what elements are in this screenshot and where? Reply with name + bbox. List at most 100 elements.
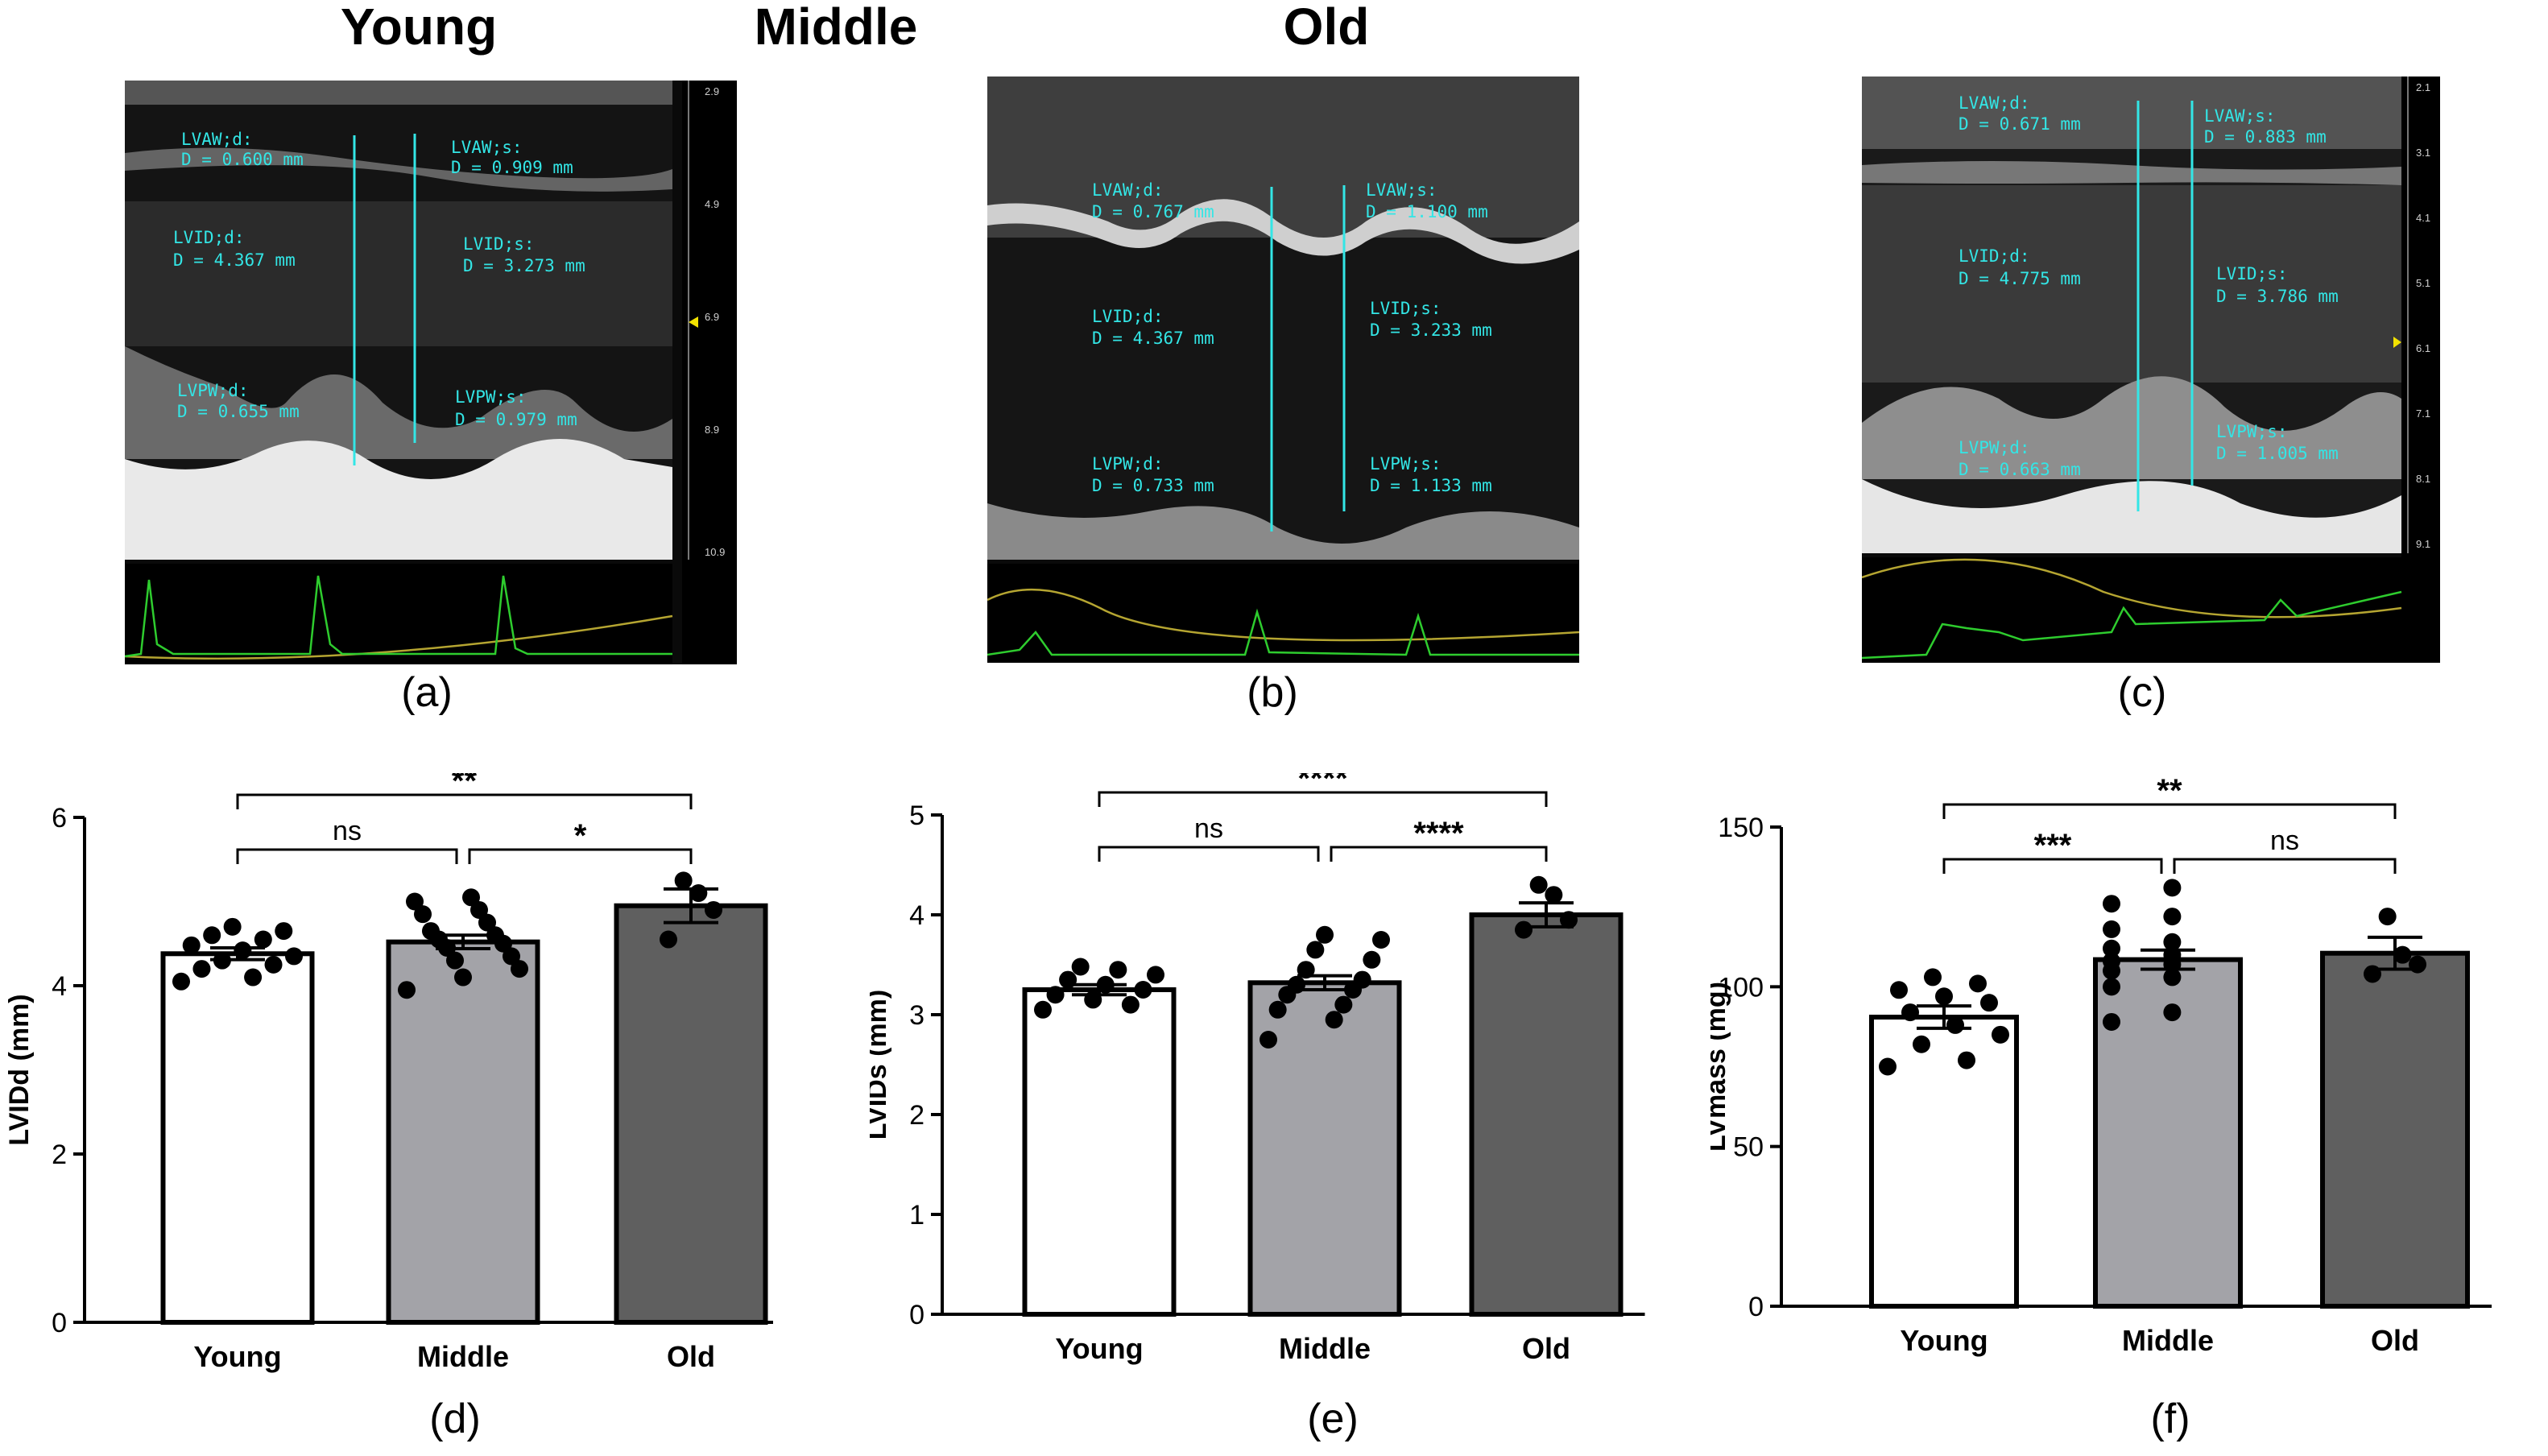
significance-label: ns <box>1194 813 1223 844</box>
bar-middle <box>1247 980 1402 1317</box>
data-point <box>1924 968 1942 987</box>
data-point <box>689 884 708 903</box>
data-point <box>2163 908 2182 926</box>
measure-lvpw-s-value: D = 0.979 mm <box>455 410 577 429</box>
significance-label: ** <box>2157 773 2182 809</box>
x-tick-label: Middle <box>1279 1332 1371 1365</box>
depth-marker-icon <box>2393 337 2401 348</box>
title-middle: Middle <box>754 0 918 56</box>
data-point <box>2103 895 2120 913</box>
measure-lvid-d-label: LVID;d: <box>1092 307 1164 326</box>
significance-label: ** <box>452 773 478 799</box>
data-point <box>1372 931 1390 949</box>
data-point <box>2103 952 2120 970</box>
scale-tick: 4.9 <box>705 198 719 210</box>
data-point <box>1363 950 1381 969</box>
data-point <box>2163 945 2182 964</box>
measure-lvid-d-value: D = 4.775 mm <box>1959 269 2081 288</box>
data-point <box>2103 920 2120 938</box>
measure-lvaw-d-label: LVAW;d: <box>1092 180 1164 200</box>
scale-tick: 10.9 <box>705 546 725 558</box>
data-point <box>705 900 722 919</box>
data-point <box>2163 1003 2182 1022</box>
y-tick-label: 4 <box>909 900 924 931</box>
significance-bracket <box>236 848 458 864</box>
data-point <box>1316 925 1334 944</box>
panel-label-c: (c) <box>2117 669 2167 716</box>
y-tick-label: 6 <box>52 803 67 833</box>
data-point <box>2163 968 2182 987</box>
data-point <box>2393 945 2412 964</box>
chart-lvidd: 0 2 4 6 LVIDd (mm) Young Middle Old ** ns * <box>4 773 773 1373</box>
measure-lvpw-d-value: D = 0.733 mm <box>1092 476 1214 495</box>
data-point <box>422 922 440 941</box>
measure-lvid-d-value: D = 4.367 mm <box>173 250 296 270</box>
significance-bracket <box>1330 846 1548 862</box>
data-point <box>660 930 677 949</box>
data-point <box>1109 961 1127 979</box>
data-point <box>1268 1000 1287 1019</box>
data-point <box>1034 1000 1052 1019</box>
data-point <box>1071 958 1090 976</box>
data-point <box>1890 981 1908 999</box>
data-point <box>406 892 424 911</box>
data-point <box>1969 974 1987 993</box>
bar-young <box>1022 987 1177 1317</box>
data-point <box>203 926 221 945</box>
measure-lvid-d-label: LVID;d: <box>173 228 245 247</box>
data-point <box>674 871 693 890</box>
data-point <box>1545 886 1563 904</box>
significance-bracket <box>236 793 693 809</box>
data-point <box>2163 933 2182 951</box>
x-tick-label: Old <box>667 1340 715 1373</box>
data-point <box>2364 965 2381 983</box>
measure-lvaw-d-value: D = 0.671 mm <box>1959 114 2081 134</box>
significance-label: *** <box>2034 828 2072 863</box>
y-tick-label: 0 <box>52 1308 67 1338</box>
bar-old <box>1469 912 1624 1317</box>
measure-lvpw-d-label: LVPW;d: <box>177 381 249 400</box>
data-point <box>1353 970 1371 989</box>
measure-lvaw-s-value: D = 0.883 mm <box>2204 127 2327 147</box>
significance-bracket <box>1098 846 1320 862</box>
x-tick-label: Middle <box>417 1340 509 1373</box>
data-point <box>285 947 303 966</box>
measure-lvaw-s-value: D = 1.100 mm <box>1366 202 1488 221</box>
measure-lvpw-s-label: LVPW;s: <box>1370 454 1442 474</box>
measure-lvpw-s-value: D = 1.005 mm <box>2216 444 2339 463</box>
significance-label: ns <box>333 816 362 846</box>
measure-lvaw-s-label: LVAW;s: <box>451 138 523 157</box>
y-tick-label: 50 <box>1733 1132 1764 1163</box>
data-point <box>2103 939 2120 958</box>
scale-tick: 6.1 <box>2416 342 2430 354</box>
measure-lvid-s-value: D = 3.786 mm <box>2216 287 2339 306</box>
data-point <box>1288 975 1305 994</box>
data-point <box>1980 994 1998 1012</box>
significance-bracket <box>468 848 693 864</box>
data-point <box>275 922 293 941</box>
measure-lvpw-d-label: LVPW;d: <box>1959 438 2030 457</box>
data-point <box>1147 966 1164 984</box>
data-point <box>503 947 520 966</box>
scale-tick: 5.1 <box>2416 277 2430 289</box>
significance-bracket <box>1942 858 2163 874</box>
y-tick-label: 2 <box>52 1140 67 1170</box>
measure-lvid-s-value: D = 3.233 mm <box>1370 321 1492 340</box>
x-tick-label: Young <box>1055 1332 1143 1365</box>
title-old: Old <box>1283 0 1370 56</box>
y-tick-label: 4 <box>52 971 67 1002</box>
data-point <box>446 951 464 970</box>
data-point <box>1306 941 1325 959</box>
scale-tick: 6.9 <box>705 311 719 323</box>
measure-lvpw-d-label: LVPW;d: <box>1092 454 1164 474</box>
x-tick-label: Young <box>1900 1324 1988 1357</box>
data-point <box>2378 908 2397 926</box>
data-point <box>192 960 211 978</box>
y-tick-label: 1 <box>909 1200 924 1231</box>
x-tick-label: Old <box>2371 1324 2419 1357</box>
scale-tick: 8.9 <box>705 424 719 436</box>
measure-lvid-d-label: LVID;d: <box>1959 246 2030 266</box>
panel-label-d: (d) <box>429 1396 481 1442</box>
measure-lvid-d-value: D = 4.367 mm <box>1092 329 1214 348</box>
